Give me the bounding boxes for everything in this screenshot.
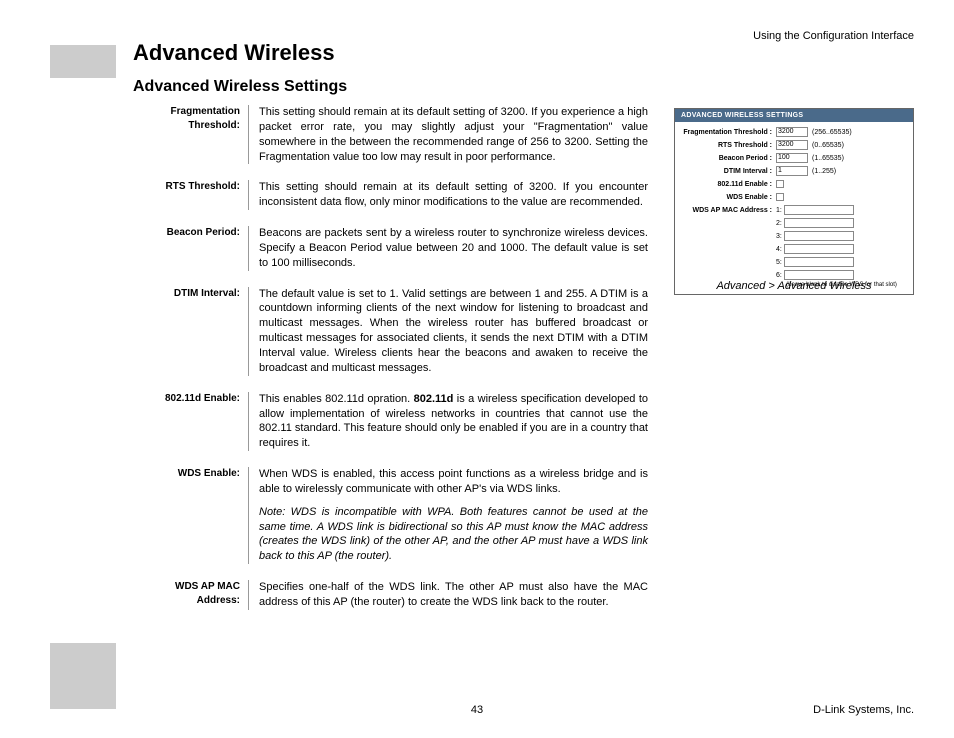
panel-range-hint: (1..65535) [812,155,844,162]
definition-body: The default value is set to 1. Valid set… [248,287,648,376]
definition-body: This enables 802.11d opration. 802.11d i… [248,392,648,451]
panel-mac-input[interactable] [784,270,854,280]
panel-mac-index: 4: [776,246,782,253]
definition-body: This setting should remain at its defaul… [248,180,648,210]
panel-mac-input[interactable] [784,244,854,254]
definitions-list: FragmentationThreshold:This setting shou… [133,105,663,626]
definition-label: RTS Threshold: [133,180,248,210]
definition-row: Beacon Period:Beacons are packets sent b… [133,226,663,271]
definition-label: FragmentationThreshold: [133,105,248,164]
panel-row: WDS Enable : [681,191,907,203]
panel-range-hint: (0..65535) [812,142,844,149]
panel-checkbox[interactable] [776,193,784,201]
panel-mac-index: 1: [776,207,782,214]
definition-body: Specifies one-half of the WDS link. The … [248,580,648,610]
definition-row: WDS Enable:When WDS is enabled, this acc… [133,467,663,564]
panel-range-hint: (256..65535) [812,129,852,136]
panel-mac-input[interactable] [784,218,854,228]
panel-range-hint: (1..255) [812,168,836,175]
panel-row: 5: [681,256,907,268]
definition-row: RTS Threshold:This setting should remain… [133,180,663,210]
definition-row: 802.11d Enable:This enables 802.11d opra… [133,392,663,451]
panel-row: DTIM Interval :1 (1..255) [681,165,907,177]
definition-label: 802.11d Enable: [133,392,248,451]
panel-text-input[interactable]: 100 [776,153,808,163]
panel-row: RTS Threshold :3200 (0..65535) [681,139,907,151]
definition-row: WDS AP MAC Address:Specifies one-half of… [133,580,663,610]
panel-mac-input[interactable] [784,205,854,215]
panel-mac-index: 6: [776,272,782,279]
panel-caption: Advanced > Advanced Wireless [674,280,914,292]
panel-text-input[interactable]: 3200 [776,140,808,150]
panel-row: 802.11d Enable : [681,178,907,190]
definition-label: Beacon Period: [133,226,248,271]
decorative-blocks [50,45,120,709]
panel-text-input[interactable]: 3200 [776,127,808,137]
definition-row: FragmentationThreshold:This setting shou… [133,105,663,164]
definition-label: DTIM Interval: [133,287,248,376]
definition-body: This setting should remain at its defaul… [248,105,648,164]
definition-label: WDS Enable: [133,467,248,564]
panel-mac-index: 5: [776,259,782,266]
panel-mac-input[interactable] [784,231,854,241]
panel-header: ADVANCED WIRELESS SETTINGS [675,109,913,122]
footer-company: D-Link Systems, Inc. [813,704,914,716]
definition-body: Beacons are packets sent by a wireless r… [248,226,648,271]
header-context: Using the Configuration Interface [753,30,914,42]
panel-field-label: WDS Enable : [681,194,776,201]
panel-text-input[interactable]: 1 [776,166,808,176]
panel-field-label: WDS AP MAC Address : [681,207,776,214]
definition-note: Note: WDS is incompatible with WPA. Both… [259,505,648,564]
panel-body: Fragmentation Threshold :3200 (256..65535… [675,122,913,294]
panel-row: 4: [681,243,907,255]
definition-body: When WDS is enabled, this access point f… [248,467,648,564]
panel-row: 3: [681,230,907,242]
panel-field-label: RTS Threshold : [681,142,776,149]
panel-field-label: 802.11d Enable : [681,181,776,188]
panel-mac-input[interactable] [784,257,854,267]
page-number: 43 [0,704,954,716]
panel-checkbox[interactable] [776,180,784,188]
panel-field-label: DTIM Interval : [681,168,776,175]
panel-mac-index: 3: [776,233,782,240]
panel-mac-index: 2: [776,220,782,227]
section-title: Advanced Wireless Settings [133,78,347,96]
panel-row: Fragmentation Threshold :3200 (256..65535… [681,126,907,138]
settings-panel: ADVANCED WIRELESS SETTINGS Fragmentation… [674,108,914,295]
panel-row: WDS AP MAC Address :1: [681,204,907,216]
definition-row: DTIM Interval:The default value is set t… [133,287,663,376]
panel-row: 2: [681,217,907,229]
definition-label: WDS AP MAC Address: [133,580,248,610]
panel-field-label: Beacon Period : [681,155,776,162]
panel-field-label: Fragmentation Threshold : [681,129,776,136]
panel-row: Beacon Period :100 (1..65535) [681,152,907,164]
page-title: Advanced Wireless [133,40,335,66]
